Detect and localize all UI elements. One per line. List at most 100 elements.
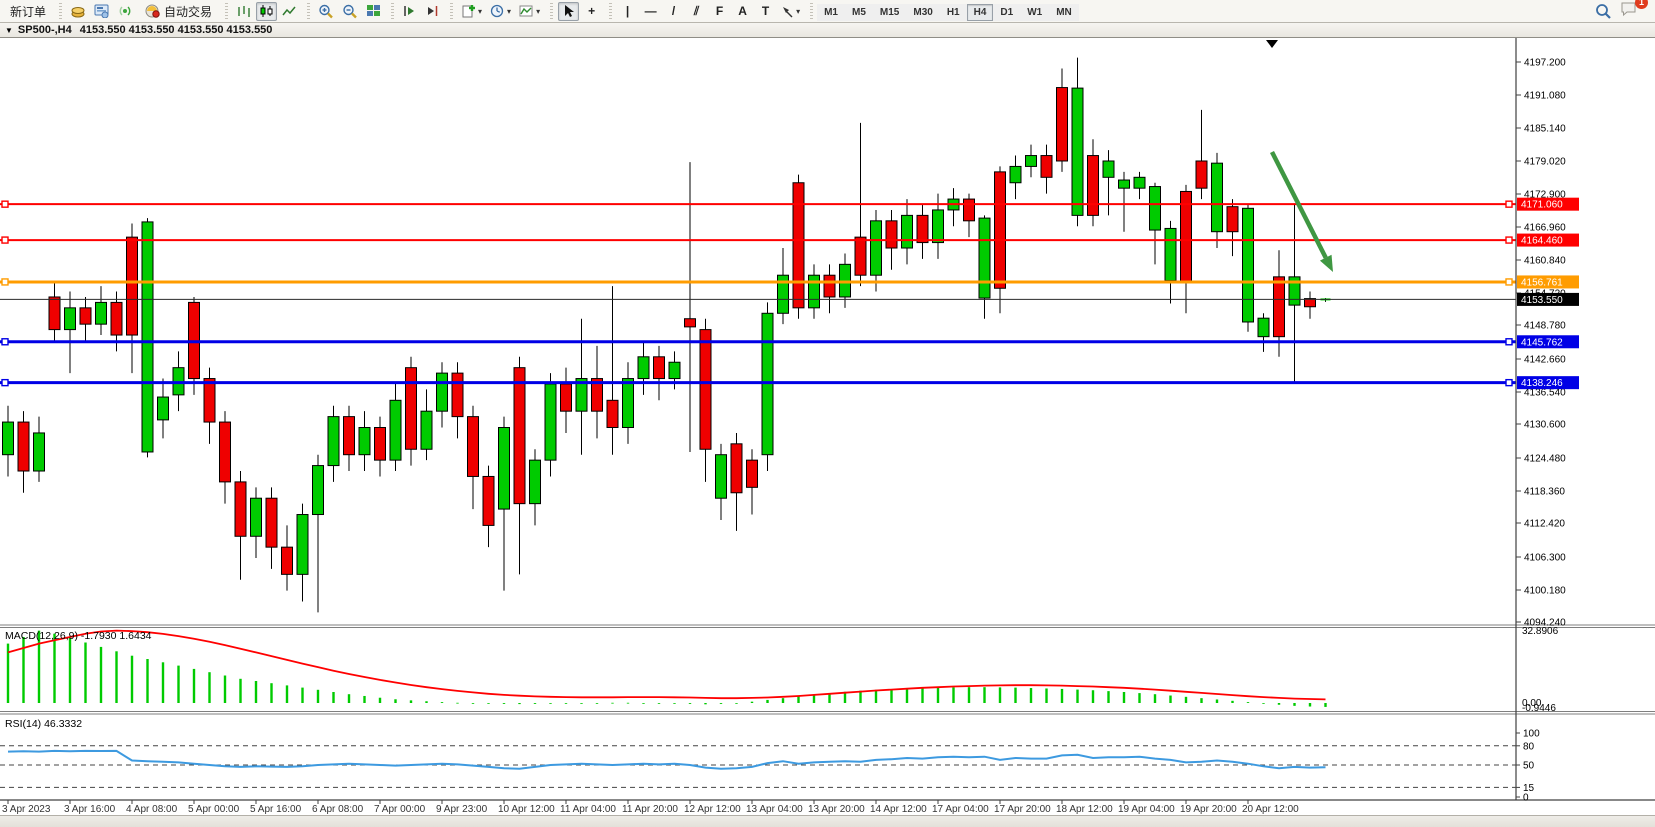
price-tag[interactable]: 4153.550	[1517, 292, 1579, 306]
cursor-icon[interactable]	[558, 1, 580, 21]
candle	[296, 503, 309, 602]
text-label-icon[interactable]: T	[755, 2, 776, 21]
candle	[234, 471, 247, 580]
price-axis-label: 4106.300	[1524, 553, 1566, 564]
horizontal-line-object[interactable]	[0, 200, 1516, 208]
period-icon[interactable]: ▾	[487, 2, 514, 21]
candle	[48, 280, 61, 341]
macd-scale-max: 32.8906	[1522, 626, 1559, 637]
price-tag[interactable]: 4145.762	[1517, 335, 1579, 349]
timeframe-M30[interactable]: M30	[906, 3, 940, 21]
zoom-out-icon[interactable]	[339, 2, 361, 21]
line-anchor[interactable]	[1, 236, 9, 244]
line-anchor[interactable]	[1, 378, 9, 387]
fibonacci-icon[interactable]: F	[709, 2, 730, 21]
macd-label: MACD(12,26,9) -1.7930 1.6434	[5, 630, 152, 642]
line-anchor[interactable]	[1505, 278, 1513, 286]
horizontal-line-icon[interactable]: —	[640, 2, 661, 21]
price-tag[interactable]: 4156.761	[1517, 275, 1579, 289]
timeframe-D1[interactable]: D1	[993, 3, 1021, 21]
trend-arrow-object[interactable]	[1269, 150, 1333, 272]
line-anchor[interactable]	[1505, 378, 1513, 387]
line-anchor[interactable]	[1505, 200, 1513, 208]
chart-menu-icon[interactable]: ▼	[5, 25, 13, 35]
line-anchor[interactable]	[1, 200, 9, 208]
toolbar-grip	[810, 3, 814, 19]
timeframe-MN[interactable]: MN	[1049, 3, 1079, 21]
candle	[126, 223, 138, 374]
candle	[529, 449, 541, 526]
price-axis-label: 4100.180	[1524, 586, 1566, 597]
toolbar-grip	[609, 3, 613, 19]
candle	[1118, 171, 1130, 232]
timeframe-W1[interactable]: W1	[1020, 3, 1050, 21]
macd-scale-zero: 0.00	[1522, 698, 1542, 709]
line-chart-icon[interactable]	[279, 2, 300, 21]
time-axis-label: 13 Apr 04:00	[746, 804, 803, 815]
coins-icon[interactable]	[67, 2, 89, 21]
macd-signal-line	[7, 629, 1326, 701]
channel-icon[interactable]: ⫽	[686, 2, 707, 21]
terminal-icon[interactable]	[91, 2, 113, 21]
chart-shift-icon[interactable]	[422, 2, 443, 21]
horizontal-line-object[interactable]	[0, 378, 1516, 387]
tile-windows-icon[interactable]	[363, 2, 384, 21]
time-axis-label: 10 Apr 12:00	[498, 804, 555, 815]
line-anchor[interactable]	[1, 278, 9, 286]
price-axis-label: 4191.080	[1524, 91, 1566, 102]
search-icon[interactable]	[1592, 2, 1615, 21]
new-order-button[interactable]: 新订单	[4, 2, 52, 21]
timeframe-M5[interactable]: M5	[845, 3, 873, 21]
new-chart-icon[interactable]: ▾	[458, 2, 485, 21]
line-anchor[interactable]	[1505, 338, 1513, 346]
candle	[1242, 204, 1254, 332]
candle	[1071, 57, 1084, 227]
candle	[622, 362, 634, 444]
price-tag[interactable]: 4171.060	[1517, 197, 1579, 211]
candlestick-chart-icon[interactable]	[256, 1, 278, 21]
vertical-line-icon[interactable]: |	[617, 2, 638, 21]
candle	[1025, 144, 1037, 178]
arrows-icon[interactable]: ▾	[778, 2, 803, 21]
candle	[420, 389, 433, 461]
timeframe-H1[interactable]: H1	[939, 3, 967, 21]
trendline-icon[interactable]: /	[663, 2, 684, 21]
horizontal-line-object[interactable]	[0, 236, 1516, 244]
candle	[1040, 144, 1053, 194]
candle	[405, 356, 417, 466]
status-bar	[0, 815, 1655, 827]
text-icon[interactable]: A	[732, 2, 753, 21]
timeframe-H4[interactable]: H4	[966, 3, 994, 21]
price-axis-label: 4197.200	[1524, 58, 1566, 69]
bar-chart-icon[interactable]	[233, 2, 254, 21]
candle	[1288, 204, 1301, 383]
time-axis-label: 13 Apr 20:00	[808, 804, 865, 815]
zoom-in-icon[interactable]	[315, 2, 337, 21]
toolbar-grip	[225, 3, 229, 19]
line-anchor[interactable]	[1, 338, 9, 346]
candle	[947, 188, 960, 227]
candle	[1320, 298, 1331, 302]
auto-trading-button[interactable]: 自动交易	[139, 2, 218, 21]
auto-scroll-icon[interactable]	[399, 2, 420, 21]
crosshair-icon[interactable]: +	[581, 2, 602, 21]
indicators-icon[interactable]: ▾	[516, 2, 543, 21]
horizontal-line-object[interactable]	[0, 278, 1516, 286]
candle	[1009, 155, 1022, 200]
price-axis-label: 4112.420	[1524, 519, 1565, 530]
price-axis-label: 4124.480	[1524, 454, 1566, 465]
horizontal-line-object[interactable]	[0, 338, 1516, 346]
price-axis-label: 4166.960	[1524, 223, 1566, 234]
line-anchor[interactable]	[1505, 236, 1513, 244]
chat-icon[interactable]: 1	[1617, 0, 1648, 19]
dropdown-caret-icon: ▾	[507, 6, 512, 16]
candle	[870, 209, 882, 292]
price-tag[interactable]: 4164.460	[1517, 233, 1579, 247]
timeframe-M1[interactable]: M1	[817, 3, 845, 21]
timeframe-M15[interactable]: M15	[872, 3, 907, 21]
toolbar: 新订单 自动交易	[0, 0, 1655, 23]
price-tag[interactable]: 4138.246	[1517, 376, 1579, 390]
chart-shift-marker[interactable]	[1266, 40, 1278, 48]
signal-icon[interactable]	[115, 2, 137, 21]
